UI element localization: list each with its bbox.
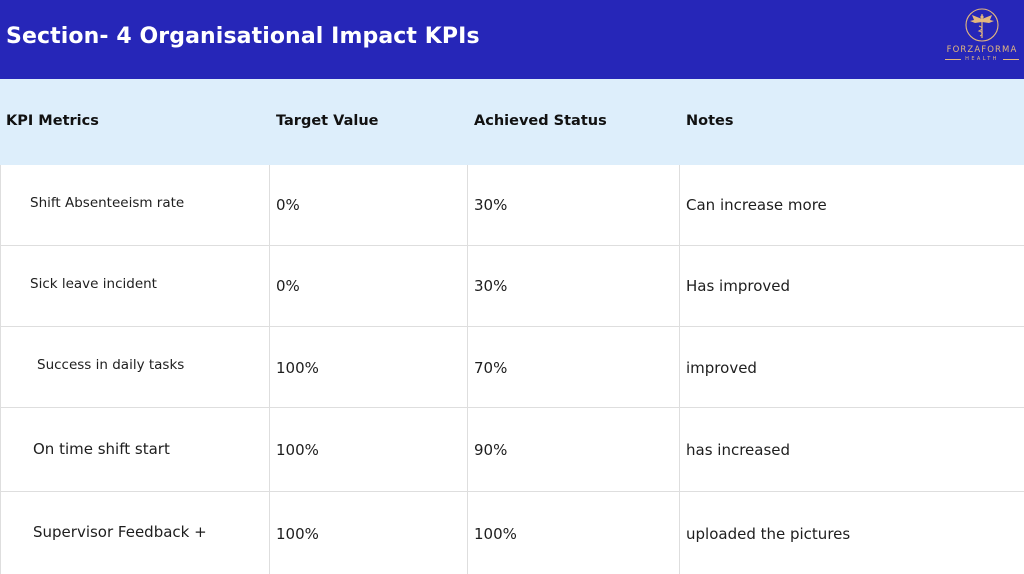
kpi-metric-cell: Sick leave incident — [30, 276, 157, 292]
column-header-achieved-status: Achieved Status — [474, 113, 607, 129]
column-header-kpi-metrics: KPI Metrics — [6, 113, 99, 129]
column-header-target-value: Target Value — [276, 113, 379, 129]
column-divider — [679, 165, 680, 574]
target-value-cell: 100% — [276, 441, 319, 459]
column-header-notes: Notes — [686, 113, 734, 129]
kpi-metric-cell: Supervisor Feedback + — [33, 523, 207, 541]
achieved-status-cell: 100% — [474, 525, 517, 543]
forzaforma-logo: FORZAFORMA HEALTH — [944, 8, 1020, 66]
kpi-metric-cell: Shift Absenteeism rate — [30, 195, 185, 211]
table-header-row — [0, 79, 1024, 165]
target-value-cell: 100% — [276, 525, 319, 543]
winged-caduceus-icon — [965, 8, 999, 42]
target-value-cell: 0% — [276, 196, 300, 214]
logo-wordmark: FORZAFORMA — [946, 45, 1018, 55]
row-divider — [0, 491, 1024, 492]
achieved-status-cell: 90% — [474, 441, 508, 459]
row-divider — [0, 407, 1024, 408]
notes-cell: has increased — [686, 441, 791, 459]
achieved-status-cell: 30% — [474, 196, 508, 214]
notes-cell: uploaded the pictures — [686, 525, 851, 543]
target-value-cell: 0% — [276, 277, 300, 295]
kpi-metric-cell: On time shift start — [33, 440, 170, 458]
notes-cell: Can increase more — [686, 196, 827, 214]
achieved-status-cell: 30% — [474, 277, 508, 295]
logo-subtitle: HEALTH — [965, 56, 999, 62]
target-value-cell: 100% — [276, 359, 319, 377]
notes-cell: improved — [686, 359, 757, 377]
column-divider — [467, 165, 468, 574]
section-header-bar: Section- 4 Organisational Impact KPIs FO… — [0, 0, 1024, 79]
column-divider — [269, 165, 270, 574]
kpi-metric-cell: Success in daily tasks — [37, 357, 185, 373]
row-divider — [0, 326, 1024, 327]
table-border-left — [0, 165, 1, 574]
notes-cell: Has improved — [686, 277, 790, 295]
logo-rule-right — [1003, 59, 1019, 60]
page-title: Section- 4 Organisational Impact KPIs — [6, 24, 480, 49]
row-divider — [0, 245, 1024, 246]
achieved-status-cell: 70% — [474, 359, 508, 377]
logo-rule-left — [945, 59, 961, 60]
